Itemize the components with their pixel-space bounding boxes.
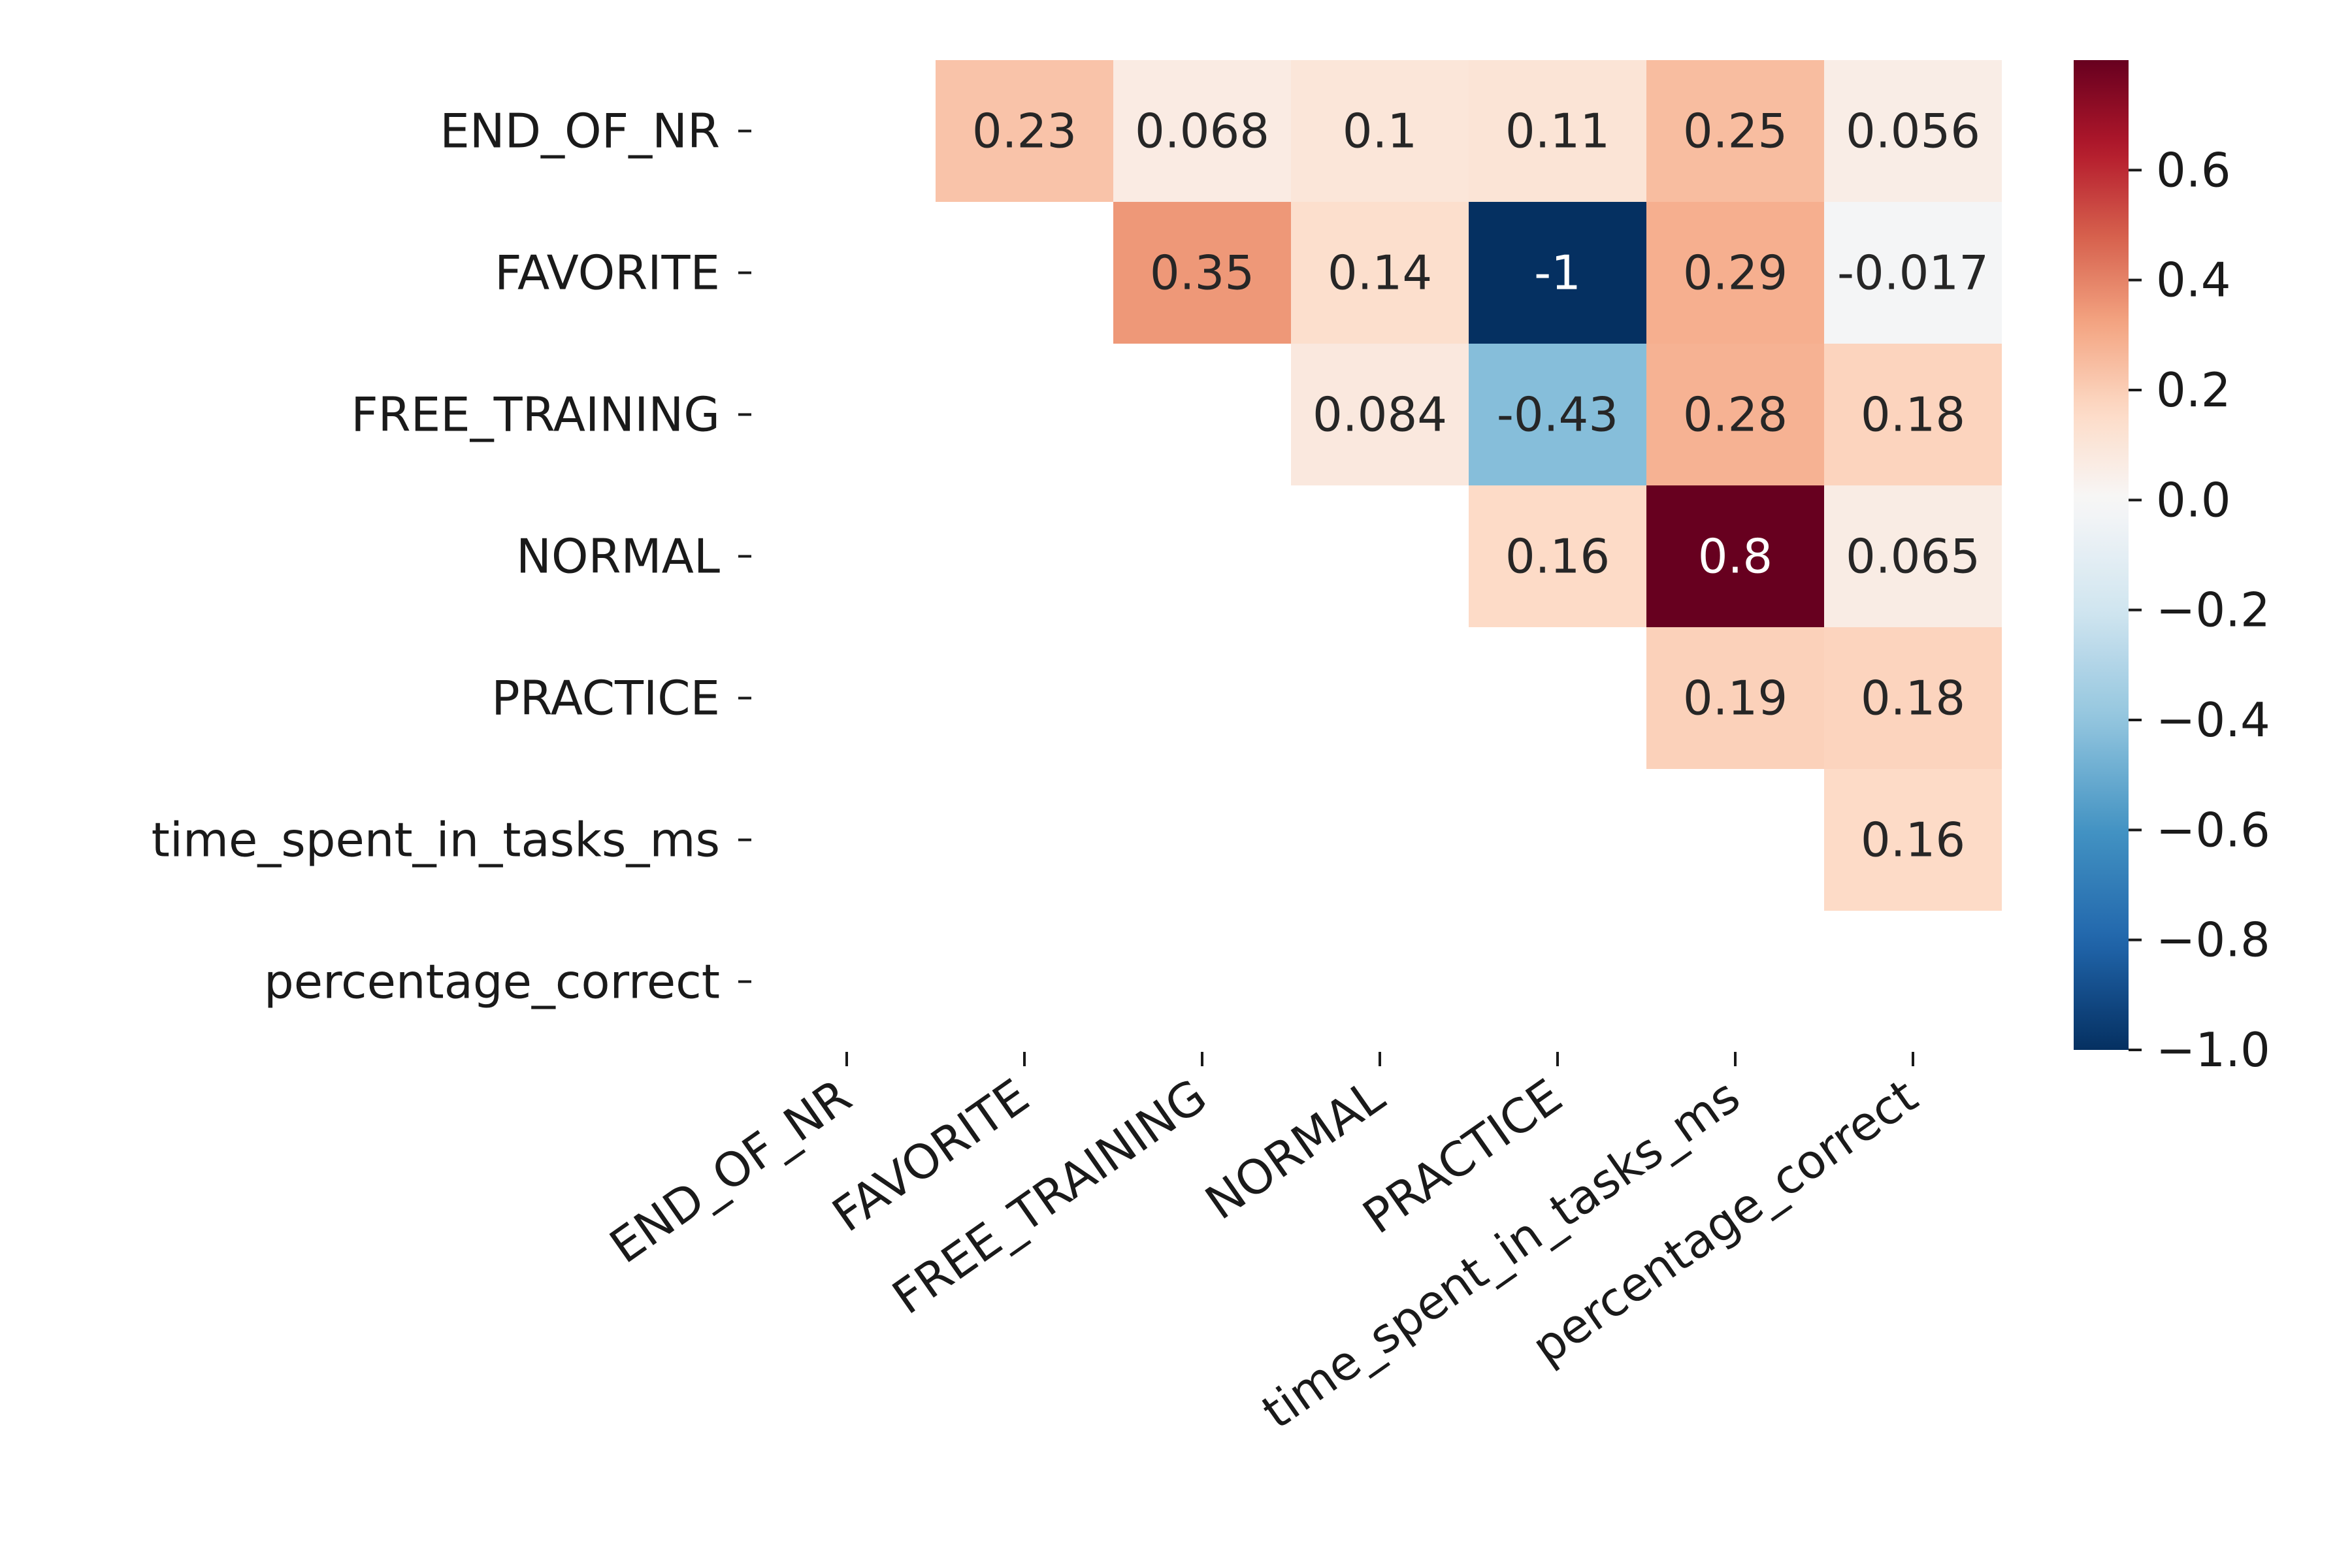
- cell-value-label: 0.23: [972, 104, 1077, 159]
- heatmap-cell-time-spent-in-tasks-ms-percentage-correct: [1824, 769, 2002, 911]
- row-label-end-of-nr: END_OF_NR: [440, 104, 720, 159]
- row-label-free-training: FREE_TRAINING: [351, 387, 720, 442]
- heatmap-cell-free-training-time-spent-in-tasks-ms: [1646, 344, 1824, 485]
- cell-value-label: -0.017: [1837, 246, 1989, 301]
- colorbar-gradient: [2074, 60, 2129, 1050]
- colorbar-tick-label: 0.0: [2156, 472, 2231, 527]
- colorbar-tick-label: −1.0: [2156, 1022, 2270, 1077]
- heatmap-cell-free-training-normal: [1291, 344, 1469, 485]
- colorbar-tick-label: 0.2: [2156, 363, 2231, 417]
- row-label-normal: NORMAL: [516, 529, 720, 584]
- column-label-free-training: FREE_TRAINING: [883, 1068, 1217, 1325]
- colorbar-tick-label: −0.4: [2156, 693, 2270, 747]
- cell-value-label: 0.056: [1846, 104, 1980, 159]
- column-labels: END_OF_NRFAVORITEFREE_TRAININGNORMALPRAC…: [600, 1052, 1927, 1439]
- colorbar-tick-label: −0.8: [2156, 913, 2270, 968]
- cell-value-label: 0.29: [1683, 246, 1788, 301]
- heatmap-cell-favorite-time-spent-in-tasks-ms: [1646, 202, 1824, 344]
- heatmap-cell-free-training-practice: [1469, 344, 1646, 485]
- heatmap-cell-end-of-nr-free-training: [1113, 60, 1291, 202]
- row-label-practice: PRACTICE: [491, 671, 720, 726]
- cell-value-label: 0.19: [1683, 671, 1788, 726]
- column-label-end-of-nr: END_OF_NR: [600, 1068, 860, 1274]
- heatmap-cell-normal-percentage-correct: [1824, 485, 2002, 627]
- cell-value-label: 0.25: [1683, 104, 1788, 159]
- colorbar-tick-label: 0.6: [2156, 142, 2231, 197]
- cell-value-label: 0.28: [1683, 387, 1788, 442]
- heatmap-cell-favorite-practice: [1469, 202, 1646, 344]
- cell-value-label: 0.14: [1328, 246, 1432, 301]
- row-labels: END_OF_NR FAVORITE FREE_TRAINING NORMAL PRAC…: [152, 104, 751, 1009]
- colorbar-tick-label: −0.2: [2156, 583, 2270, 638]
- colorbar-tick-label: 0.4: [2156, 253, 2231, 308]
- cell-value-label: -1: [1534, 246, 1581, 301]
- cell-value-label: -0.43: [1497, 387, 1618, 442]
- cell-value-label: 0.16: [1505, 529, 1610, 584]
- heatmap-cell-normal-practice: [1469, 485, 1646, 627]
- row-label-time-spent-in-tasks-ms: time_spent_in_tasks_ms: [152, 813, 720, 868]
- cell-value-label: 0.1: [1343, 104, 1418, 159]
- heatmap-cell-end-of-nr-normal: [1291, 60, 1469, 202]
- row-label-favorite: FAVORITE: [495, 246, 720, 301]
- heatmap-cell-end-of-nr-practice: [1469, 60, 1646, 202]
- heatmap-cell-favorite-free-training: [1113, 202, 1291, 344]
- heatmap-cell-favorite-normal: [1291, 202, 1469, 344]
- cell-value-label: 0.18: [1861, 671, 1965, 726]
- colorbar: 0.6 0.4 0.2 0.0 −0.2 −0.4 −0.6 −0.8 −1.0: [2074, 60, 2270, 1077]
- cell-value-label: 0.18: [1861, 387, 1965, 442]
- heatmap-cell-end-of-nr-favorite: [936, 60, 1113, 202]
- cell-value-label: 0.16: [1861, 813, 1965, 868]
- heatmap-cell-normal-time-spent-in-tasks-ms: [1646, 485, 1824, 627]
- cell-value-label: 0.35: [1150, 246, 1254, 301]
- cell-value-label: 0.084: [1313, 387, 1447, 442]
- heatmap-cell-end-of-nr-percentage-correct: [1824, 60, 2002, 202]
- heatmap-cell-favorite-percentage-correct: [1824, 202, 2002, 344]
- cell-value-label: 0.065: [1846, 529, 1980, 584]
- cell-value-label: 0.8: [1698, 529, 1773, 584]
- cell-value-label: 0.11: [1505, 104, 1610, 159]
- heatmap-cell-end-of-nr-time-spent-in-tasks-ms: [1646, 60, 1824, 202]
- cell-value-label: 0.068: [1135, 104, 1269, 159]
- heatmap-cell-practice-percentage-correct: [1824, 627, 2002, 769]
- heatmap-cell-practice-time-spent-in-tasks-ms: [1646, 627, 1824, 769]
- heatmap-cell-free-training-percentage-correct: [1824, 344, 2002, 485]
- row-label-percentage-correct: percentage_correct: [264, 955, 720, 1009]
- colorbar-tick-label: −0.6: [2156, 802, 2270, 857]
